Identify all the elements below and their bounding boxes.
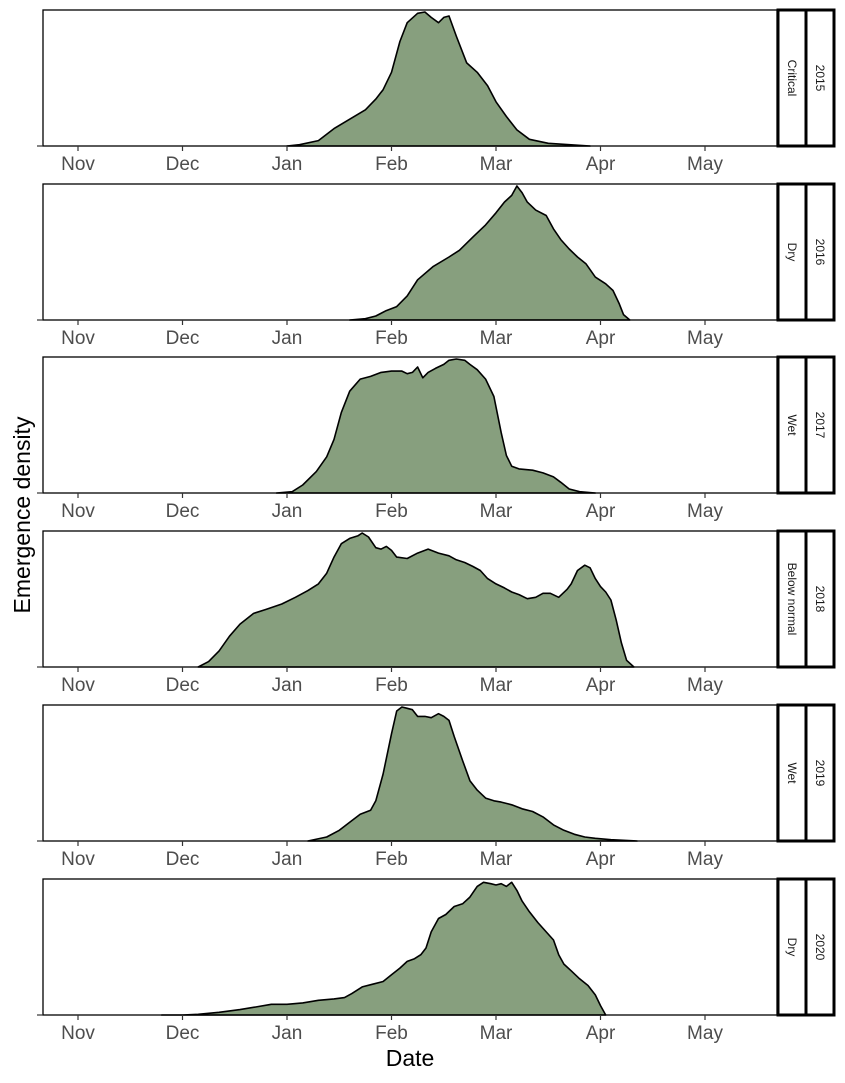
x-tick-label: Apr — [586, 849, 616, 870]
x-tick-label: Jan — [272, 501, 303, 522]
x-tick-label: Jan — [272, 1023, 303, 1044]
x-tick-label: Nov — [61, 328, 95, 349]
x-tick-label: May — [687, 849, 723, 870]
strip-year-label: 2016 — [813, 239, 827, 266]
x-tick-label: Nov — [61, 154, 95, 175]
panel-2017: Nov Dec Jan Feb Mar Apr May Wet 2017 — [37, 355, 836, 522]
x-tick-label: May — [687, 501, 723, 522]
strip-category-label: Critical — [785, 60, 799, 97]
x-tick-label: Jan — [272, 328, 303, 349]
x-tick-label: Apr — [586, 1023, 616, 1044]
x-tick-label: Dec — [166, 849, 200, 870]
x-tick-label: Feb — [375, 849, 408, 870]
x-tick-label: Mar — [480, 849, 513, 870]
x-tick-label: May — [687, 328, 723, 349]
strip-category-label: Dry — [785, 243, 799, 262]
x-tick-label: Apr — [586, 328, 616, 349]
x-tick-label: Dec — [166, 675, 200, 696]
strip-year-label: 2015 — [813, 65, 827, 92]
strip-category-2017 — [776, 355, 808, 495]
x-tick-label: Jan — [272, 849, 303, 870]
strip-year-label: 2017 — [813, 412, 827, 439]
x-tick-label: Nov — [61, 1023, 95, 1044]
x-tick-label: Mar — [480, 154, 513, 175]
x-tick-label: Jan — [272, 154, 303, 175]
density-area-2015 — [286, 11, 591, 147]
x-tick-label: May — [687, 154, 723, 175]
strip-year-label: 2019 — [813, 760, 827, 787]
strip-year-label: 2020 — [813, 934, 827, 961]
x-tick-label: Feb — [375, 154, 408, 175]
strip-year-2019 — [804, 703, 836, 843]
x-tick-label: Mar — [480, 328, 513, 349]
x-tick-label: Mar — [480, 675, 513, 696]
density-area-2016 — [348, 185, 631, 321]
density-area-2017 — [275, 358, 597, 494]
x-tick-label: Nov — [61, 501, 95, 522]
x-tick-label: May — [687, 675, 723, 696]
strip-category-label: Wet — [785, 414, 799, 436]
x-tick-label: Jan — [272, 675, 303, 696]
panel-2015: Nov Dec Jan Feb Mar Apr May Critical 2015 — [37, 8, 836, 175]
x-tick-label: Feb — [375, 501, 408, 522]
x-tick-label: Dec — [166, 1023, 200, 1044]
strip-year-2020 — [804, 877, 836, 1017]
x-tick-label: Apr — [586, 154, 616, 175]
density-area-2019 — [307, 706, 638, 842]
x-tick-label: May — [687, 1023, 723, 1044]
strip-category-2016 — [776, 182, 808, 322]
panel-2018: Nov Dec Jan Feb Mar Apr May Below normal 2018 — [37, 529, 836, 696]
strip-year-2016 — [804, 182, 836, 322]
strip-year-label: 2018 — [813, 586, 827, 613]
y-axis-title: Emergence density — [9, 416, 35, 613]
strip-year-2017 — [804, 355, 836, 495]
x-tick-label: Feb — [375, 1023, 408, 1044]
x-tick-label: Dec — [166, 328, 200, 349]
strip-category-label: Dry — [785, 938, 799, 957]
x-axis-title: Date — [386, 1045, 435, 1071]
x-tick-label: Mar — [480, 1023, 513, 1044]
panel-2020: Nov Dec Jan Feb Mar Apr May Dry 2020 — [37, 877, 836, 1044]
x-tick-label: Dec — [166, 501, 200, 522]
density-area-2018 — [197, 532, 635, 668]
x-tick-label: Mar — [480, 501, 513, 522]
density-area-2020 — [160, 881, 607, 1016]
panel-2019: Nov Dec Jan Feb Mar Apr May Wet 2019 — [37, 703, 836, 870]
strip-category-label: Wet — [785, 762, 799, 784]
x-tick-label: Nov — [61, 675, 95, 696]
x-tick-label: Nov — [61, 849, 95, 870]
strip-year-2015 — [804, 8, 836, 148]
x-tick-label: Apr — [586, 675, 616, 696]
panel-2016: Nov Dec Jan Feb Mar Apr May Dry 2016 — [37, 182, 836, 349]
panels: Nov Dec Jan Feb Mar Apr May Critical 2015 Nov Dec J… — [37, 8, 836, 1044]
x-tick-label: Feb — [375, 328, 408, 349]
x-tick-label: Apr — [586, 501, 616, 522]
x-tick-label: Dec — [166, 154, 200, 175]
strip-category-2019 — [776, 703, 808, 843]
strip-category-label: Below normal — [785, 563, 799, 636]
x-tick-label: Feb — [375, 675, 408, 696]
strip-year-2018 — [804, 529, 836, 669]
